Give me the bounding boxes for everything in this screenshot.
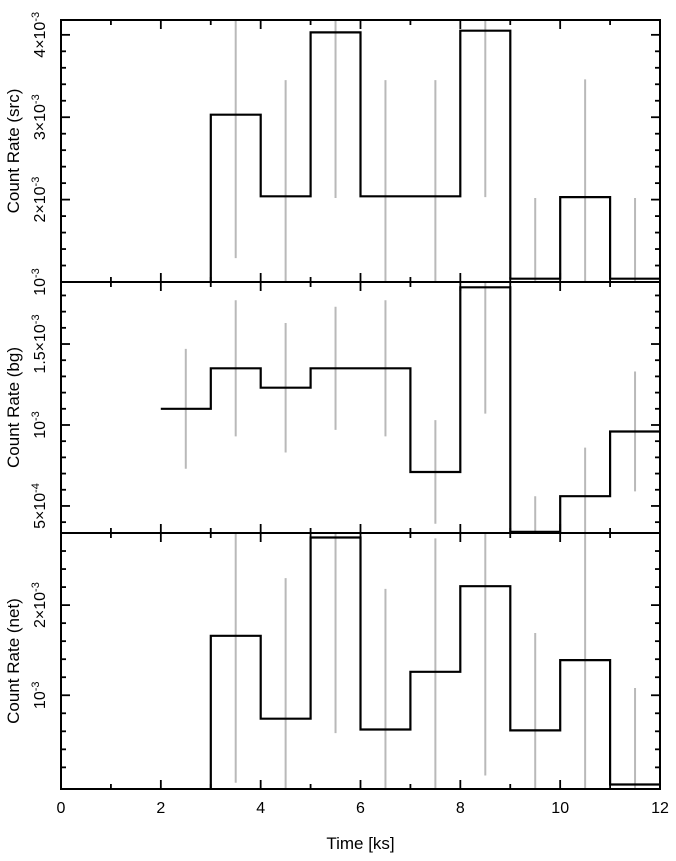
panel-src — [209, 20, 660, 282]
y-tick-label: 5×10-4 — [30, 483, 49, 529]
y-tick-label: 3×10-3 — [30, 94, 49, 140]
y-axis-bg: 5×10-4 10-3 1.5×10-3 — [30, 294, 660, 529]
panel-net — [209, 533, 660, 789]
y-tick-label: 2×10-3 — [30, 177, 49, 223]
x-tick-label: 8 — [456, 800, 465, 817]
histogram-net — [209, 536, 660, 789]
x-tick-label: 0 — [57, 800, 66, 817]
y-tick-label: 1.5×10-3 — [30, 314, 49, 373]
histogram-bg — [160, 286, 660, 533]
plot-frame — [60, 19, 661, 790]
x-tick-label: 6 — [356, 800, 365, 817]
x-tick-label: 10 — [551, 800, 569, 817]
y-axis-title-src: Count Rate (src) — [4, 89, 23, 214]
x-tick-label: 4 — [256, 800, 265, 817]
panel-bg — [160, 282, 660, 533]
x-tick-label: 12 — [651, 800, 669, 817]
y-tick-label: 4×10-3 — [30, 12, 49, 58]
y-tick-label: 2×10-3 — [30, 582, 49, 628]
x-tick-label: 2 — [156, 800, 165, 817]
y-axis-src: 10-3 2×10-3 3×10-3 4×10-3 — [30, 12, 660, 296]
histogram-src — [209, 29, 660, 282]
y-tick-label: 10-3 — [30, 411, 49, 439]
y-axis-title-bg: Count Rate (bg) — [4, 347, 23, 468]
x-axis-title: Time [ks] — [326, 834, 394, 853]
y-tick-label: 10-3 — [30, 682, 49, 710]
y-axis-net: 10-3 2×10-3 — [30, 550, 660, 769]
y-axis-title-net: Count Rate (net) — [4, 598, 23, 724]
y-tick-label: 10-3 — [30, 268, 49, 296]
